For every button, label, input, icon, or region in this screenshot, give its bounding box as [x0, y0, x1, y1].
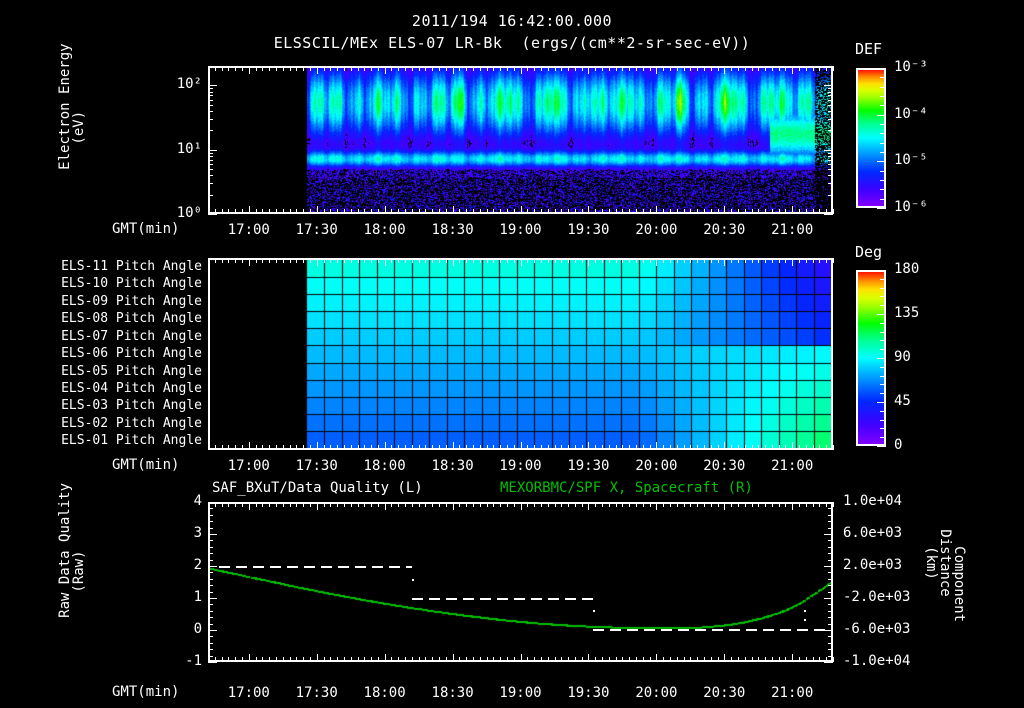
panel3-right-ytick: 2.0e+03: [843, 557, 903, 573]
panel3-left-ytick: 3: [193, 525, 202, 541]
panel3-left-ytick: 2: [193, 557, 202, 573]
deg-colorbar-tick: 180: [894, 261, 920, 277]
deg-colorbar-tick: 135: [894, 305, 920, 321]
pitch-row-label: ELS-04 Pitch Angle: [61, 380, 202, 396]
def-colorbar-tick: 10⁻⁵: [894, 152, 928, 169]
xtick-label: 18:00: [363, 222, 406, 238]
xtick-label: 20:00: [635, 222, 678, 238]
panel3-title-left: SAF_BXuT/Data Quality (L): [212, 480, 423, 496]
panel3-left-ytick: 0: [193, 621, 202, 637]
xtick-label: 19:30: [567, 458, 610, 474]
pitch-row-label: ELS-03 Pitch Angle: [61, 398, 202, 414]
panel3-left-ytick: 1: [193, 589, 202, 605]
def-colorbar-title: DEF: [855, 40, 883, 58]
panel3-right-ytick: -6.0e+03: [843, 621, 911, 637]
panel3-left-ytick: 4: [193, 493, 202, 509]
deg-colorbar-tick: 45: [894, 393, 911, 409]
deg-colorbar-tick: 0: [894, 437, 903, 453]
xtick-label: 17:30: [295, 458, 338, 474]
panel3-right-ytick: -2.0e+03: [843, 589, 911, 605]
def-colorbar-tick: 10⁻³: [894, 59, 928, 75]
plot-datetime-title: 2011/194 16:42:00.000: [411, 12, 613, 30]
panel1-ylabel: Electron Energy (eV): [57, 43, 87, 170]
panel1-xlabel: GMT(min): [112, 221, 180, 237]
energy-spectrogram-image: [210, 68, 831, 212]
spacecraft-distance-curve: [210, 504, 831, 660]
pitch-row-label: ELS-06 Pitch Angle: [61, 346, 202, 361]
def-colorbar[interactable]: [856, 68, 886, 208]
panel1-ytick: 10²: [176, 76, 202, 93]
step-transition-dot: [593, 609, 595, 612]
xtick-label: 20:30: [703, 685, 746, 701]
panel2-xlabel: GMT(min): [112, 457, 180, 473]
xtick-label: 19:00: [499, 685, 542, 701]
plot-instrument-title: ELSSCIL/MEx ELS-07 LR-Bk (ergs/(cm**2-sr…: [273, 34, 751, 52]
xtick-label: 18:00: [363, 458, 406, 474]
pitch-row-label: ELS-11 Pitch Angle: [61, 258, 202, 274]
pitch-row-label: ELS-01 Pitch Angle: [61, 433, 202, 449]
xtick-label: 19:30: [567, 222, 610, 238]
xtick-label: 21:00: [771, 222, 814, 238]
data-quality-segment: [593, 628, 831, 631]
def-colorbar-tick: 10⁻⁴: [894, 105, 928, 122]
panel3-left-ytick: -1: [185, 653, 202, 669]
xtick-label: 19:00: [499, 458, 542, 474]
xtick-label: 17:30: [295, 222, 338, 238]
xtick-label: 18:30: [431, 222, 474, 238]
step-transition-dot: [803, 619, 806, 622]
def-colorbar-tick: 10⁻⁶: [894, 199, 928, 215]
xtick-label: 19:00: [499, 222, 542, 238]
xtick-label: 20:30: [703, 458, 746, 474]
step-transition-dot: [411, 578, 414, 581]
pitch-row-label: ELS-09 Pitch Angle: [61, 293, 202, 309]
xtick-label: 18:00: [363, 685, 406, 701]
xtick-label: 21:00: [771, 458, 814, 474]
step-transition-dot: [803, 609, 806, 612]
pitch-angle-image: [210, 260, 831, 448]
deg-colorbar-tick: 90: [894, 349, 911, 365]
data-quality-segment: [411, 597, 593, 600]
xtick-label: 20:00: [635, 458, 678, 474]
xtick-label: 17:00: [227, 222, 270, 238]
panel1-ytick: 10⁰: [176, 205, 202, 221]
deg-colorbar-title: Deg: [855, 243, 883, 261]
panel3-right-ytick: 1.0e+04: [843, 493, 903, 509]
pitch-row-label: ELS-10 Pitch Angle: [61, 276, 202, 292]
panel1-ytick: 10¹: [176, 140, 202, 157]
xtick-label: 18:30: [431, 458, 474, 474]
xtick-label: 20:30: [703, 222, 746, 238]
panel3-right-ytick: 6.0e+03: [843, 525, 903, 541]
panel3-title-right: MEXORBMC/SPF X, Spacecraft (R): [500, 480, 753, 496]
xtick-label: 20:00: [635, 685, 678, 701]
xtick-label: 19:30: [567, 685, 610, 701]
panel3-ylabel-left: Raw Data Quality (Raw): [57, 482, 87, 618]
xtick-label: 17:30: [295, 685, 338, 701]
pitch-row-label: ELS-08 Pitch Angle: [61, 311, 202, 327]
xtick-label: 17:00: [227, 458, 270, 474]
pitch-row-label: ELS-07 Pitch Angle: [61, 328, 202, 344]
data-quality-panel[interactable]: [208, 502, 833, 662]
panel3-right-ytick: -1.0e+04: [843, 653, 911, 669]
panel3-xlabel: GMT(min): [112, 684, 180, 700]
xtick-label: 17:00: [227, 685, 270, 701]
pitch-angle-panel[interactable]: [208, 258, 833, 450]
pitch-row-label: ELS-02 Pitch Angle: [61, 415, 202, 431]
energy-spectrogram-panel[interactable]: [208, 66, 833, 214]
pitch-row-label: ELS-05 Pitch Angle: [61, 363, 202, 379]
xtick-label: 18:30: [431, 685, 474, 701]
data-quality-segment: [219, 566, 412, 569]
xtick-label: 21:00: [771, 685, 814, 701]
